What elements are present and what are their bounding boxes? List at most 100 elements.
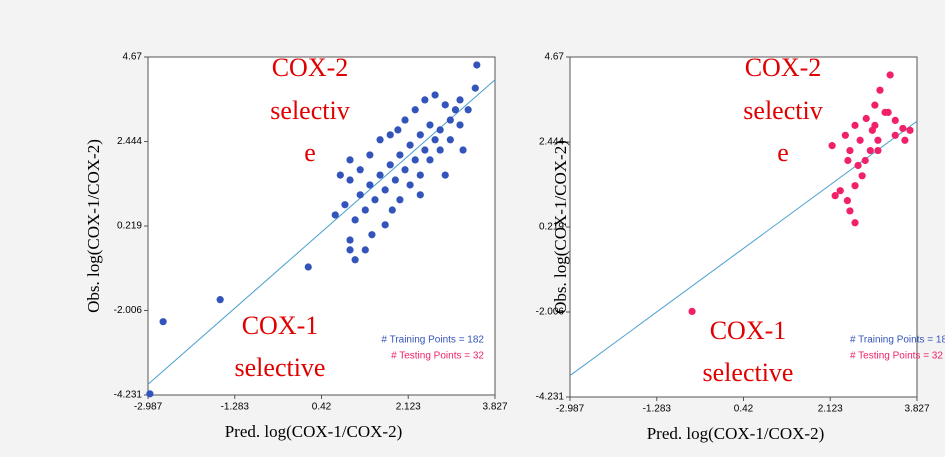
data-point (411, 106, 419, 114)
data-point (874, 136, 882, 144)
x-tick-label: 0.42 (734, 404, 754, 415)
data-point (386, 131, 394, 139)
data-point (431, 136, 439, 144)
data-point (844, 156, 852, 165)
x-axis-title: Pred. log(COX-1/COX-2) (647, 424, 825, 443)
data-point (421, 146, 429, 154)
data-point (851, 182, 859, 190)
data-point (456, 121, 464, 129)
plot-area (569, 56, 918, 398)
y-tick-label: 2.444 (117, 136, 142, 147)
data-point (386, 161, 394, 169)
data-point (394, 126, 402, 134)
data-point (891, 116, 899, 125)
data-point (341, 201, 349, 209)
data-point (376, 136, 384, 144)
data-point (356, 166, 364, 174)
y-tick-label: 2.444 (539, 137, 564, 148)
data-point (841, 131, 849, 139)
y-tick-label: 0.219 (117, 221, 142, 232)
data-point (416, 131, 424, 139)
y-tick-label: -4.231 (114, 390, 143, 401)
data-point (688, 307, 696, 315)
data-point (874, 146, 882, 155)
x-tick-label: 2.123 (396, 402, 421, 413)
data-point (884, 108, 892, 116)
data-point (361, 246, 369, 254)
data-point (331, 211, 339, 219)
legend-entry: # Testing Points = 32 (850, 351, 943, 362)
data-point (406, 181, 414, 189)
annotation: COX-1 (710, 316, 787, 345)
data-point (843, 197, 851, 205)
scatter-panel: 4.67 2.444 0.219 -2.006 -4.231-2.987 -1.283 0.… (536, 52, 945, 443)
data-point (441, 101, 449, 109)
annotation: COX-1 (242, 311, 319, 340)
annotation: COX-2 (745, 53, 822, 82)
data-point (368, 231, 376, 239)
data-point (464, 106, 472, 114)
data-point (471, 84, 479, 92)
data-point (416, 171, 424, 179)
data-point (401, 116, 409, 124)
data-point (304, 263, 312, 271)
data-point (871, 101, 879, 109)
x-tick-label: -1.283 (221, 402, 250, 413)
data-point (899, 124, 907, 133)
data-point (401, 166, 409, 174)
data-point (854, 161, 862, 170)
y-tick-label: 0.219 (539, 222, 564, 233)
y-tick-label: 4.67 (123, 52, 143, 63)
data-point (876, 86, 884, 94)
annotation: COX-2 (272, 53, 349, 82)
data-point (391, 176, 399, 184)
data-point (891, 131, 899, 139)
data-point (159, 318, 167, 326)
data-point (846, 146, 854, 155)
data-point (376, 171, 384, 179)
plot-area (147, 56, 496, 396)
data-point (862, 114, 870, 123)
data-point (346, 246, 354, 254)
x-axis-title: Pred. log(COX-1/COX-2) (225, 422, 403, 441)
data-point (866, 146, 874, 155)
data-point (436, 126, 444, 134)
data-point (346, 156, 354, 164)
annotation: e (304, 138, 316, 167)
annotation: selective (235, 353, 326, 382)
data-point (381, 186, 389, 194)
data-point (436, 146, 444, 154)
data-point (456, 96, 464, 104)
x-tick-label: 2.123 (818, 404, 843, 415)
data-point (851, 219, 859, 227)
data-point (216, 296, 224, 304)
data-point (416, 191, 424, 199)
data-point (831, 192, 839, 200)
data-point (846, 207, 854, 215)
x-tick-label: 3.827 (482, 402, 507, 413)
data-point (446, 116, 454, 124)
data-point (441, 171, 449, 179)
data-point (336, 171, 344, 179)
data-point (366, 181, 374, 189)
data-point (901, 136, 909, 144)
data-point (426, 121, 434, 129)
y-axis-title: Obs. log(COX-1/COX-2) (551, 140, 570, 314)
data-point (406, 141, 414, 149)
data-point (473, 61, 481, 69)
data-point (886, 71, 894, 79)
legend-entry: # Training Points = 182 (850, 335, 945, 346)
annotation: e (777, 138, 789, 167)
data-point (411, 156, 419, 164)
data-point (366, 151, 374, 159)
y-tick-label: -4.231 (536, 392, 565, 403)
x-tick-label: 0.42 (312, 402, 332, 413)
data-point (346, 176, 354, 184)
annotation: selective (703, 358, 794, 387)
legend-entry: # Training Points = 182 (381, 335, 484, 346)
data-point (906, 126, 914, 134)
annotation: selectiv (270, 96, 349, 125)
data-point (446, 136, 454, 144)
data-point (861, 156, 869, 165)
